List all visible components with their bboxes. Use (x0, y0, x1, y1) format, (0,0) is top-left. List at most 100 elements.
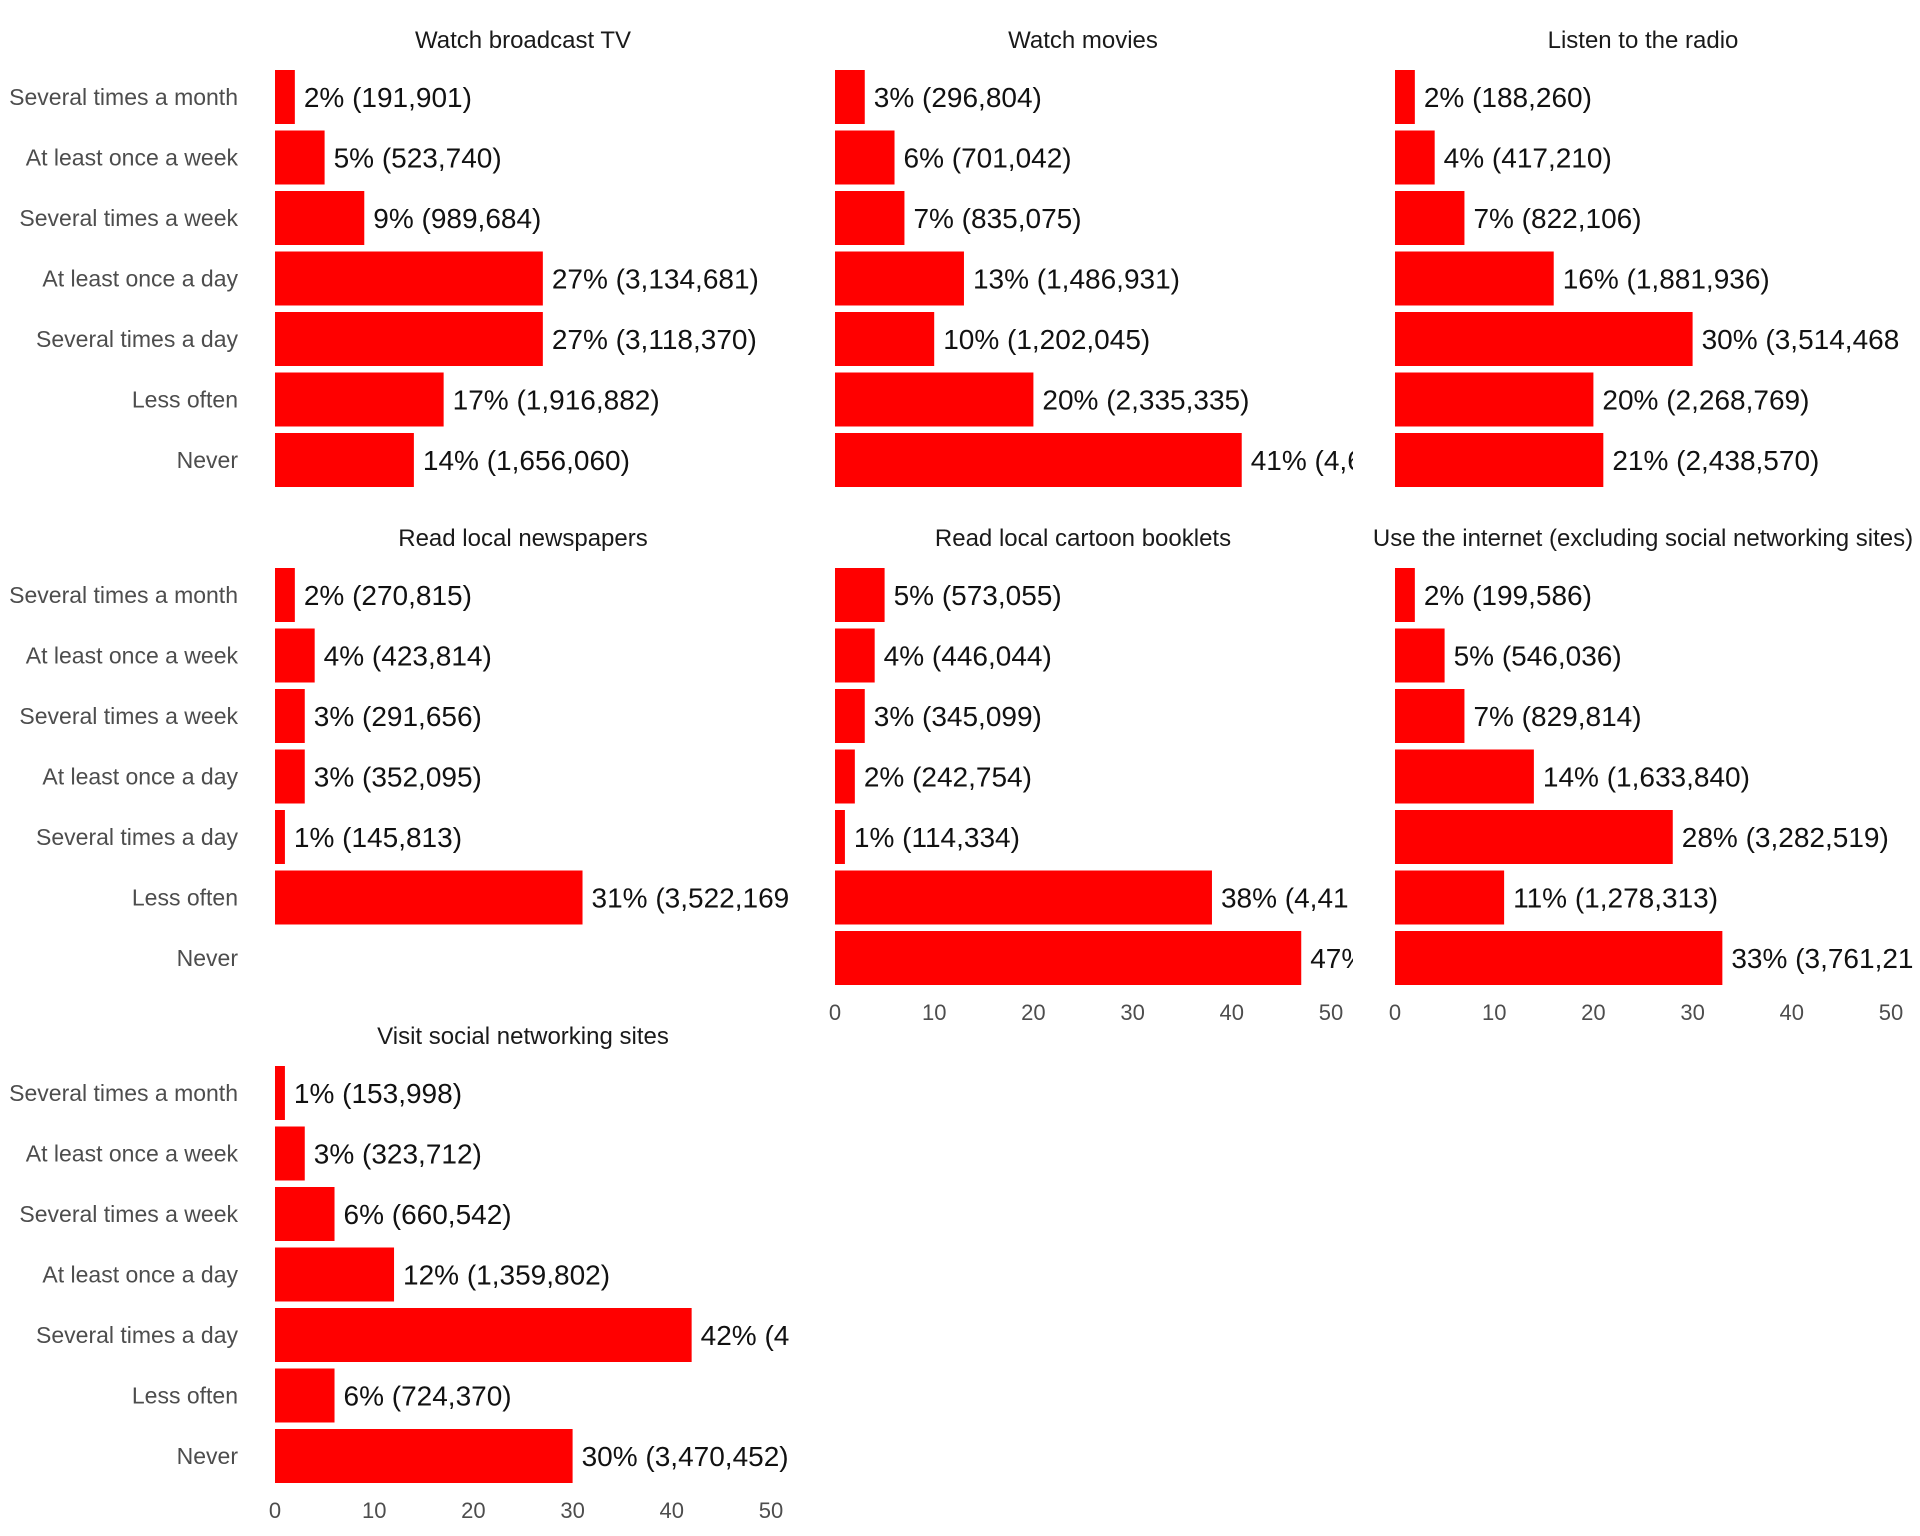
bar (275, 1368, 335, 1423)
bar (1395, 433, 1604, 487)
bar (835, 931, 1302, 985)
category-label: Several times a week (19, 703, 238, 729)
data-label: 6% (660,542) (344, 1199, 512, 1230)
data-label: 21% (2,438,570) (1612, 445, 1819, 476)
data-label: 30% (3,470,452) (582, 1441, 789, 1472)
bar (1395, 251, 1554, 306)
bar (1395, 191, 1465, 245)
x-tick-label: 10 (1482, 1000, 1506, 1025)
panel-title: Watch broadcast TV (415, 27, 631, 54)
x-tick-label: 40 (660, 1498, 684, 1523)
panel-title: Visit social networking sites (377, 1023, 669, 1050)
data-label: 27% (3,118,370) (552, 324, 757, 355)
bar (1395, 372, 1594, 427)
bar (275, 1429, 573, 1483)
bar (275, 1247, 395, 1302)
category-label: Several times a month (9, 84, 238, 110)
bar (1395, 689, 1465, 743)
data-label: 20% (2,268,769) (1602, 385, 1809, 416)
category-label: Less often (132, 885, 238, 911)
x-tick-label: 20 (1581, 1000, 1605, 1025)
data-label: 42% (4 (701, 1320, 790, 1351)
data-label: 9% (989,684) (373, 203, 541, 234)
data-label: 4% (446,044) (884, 641, 1052, 672)
data-label: 3% (291,656) (314, 701, 482, 732)
panel-title: Read local cartoon booklets (935, 525, 1231, 552)
bar (1395, 870, 1505, 925)
category-label: At least once a day (42, 1262, 238, 1288)
category-label: Never (177, 1443, 239, 1469)
bar (835, 70, 865, 124)
bar (835, 130, 895, 185)
bar (275, 870, 583, 925)
data-label: 2% (199,586) (1424, 580, 1592, 611)
x-tick-label: 50 (1319, 1000, 1343, 1025)
category-label: At least once a week (26, 145, 239, 171)
data-label: 1% (145,813) (294, 822, 462, 853)
data-label: 3% (352,095) (314, 762, 482, 793)
data-label: 5% (546,036) (1454, 641, 1622, 672)
bar (1395, 312, 1693, 366)
panel-3: Listen to the radio 2% (188,260) 4% (417,2… (1395, 27, 1899, 487)
x-tick-label: 20 (1021, 1000, 1045, 1025)
panel-5: Read local cartoon booklets 5% (573,055) 4… (829, 525, 1366, 1025)
data-label: 7% (829,814) (1473, 701, 1641, 732)
bar (1395, 749, 1534, 804)
bar (275, 749, 305, 804)
category-label: At least once a week (26, 1141, 239, 1167)
panel-title: Read local newspapers (398, 525, 647, 552)
data-label: 41% (4,6 (1251, 445, 1363, 476)
data-label: 13% (1,486,931) (973, 264, 1180, 295)
bar (275, 568, 295, 622)
panel-2: Watch movies 3% (296,804) 6% (701,042) 7% (… (835, 27, 1363, 487)
bar (275, 70, 295, 124)
bar (1395, 628, 1445, 683)
bar (275, 689, 305, 743)
data-label: 7% (835,075) (913, 203, 1081, 234)
bar (275, 810, 285, 864)
bar (275, 628, 315, 683)
data-label: 6% (724,370) (344, 1381, 512, 1412)
bar (1395, 70, 1415, 124)
data-label: 3% (323,712) (314, 1139, 482, 1170)
data-label: 16% (1,881,936) (1563, 264, 1770, 295)
panel-4: Read local newspapers Several times a mon… (9, 525, 789, 971)
bar (835, 251, 964, 306)
category-label: At least once a week (26, 643, 239, 669)
panel-1: Watch broadcast TV Several times a month A… (9, 27, 759, 487)
x-tick-label: 0 (829, 1000, 841, 1025)
bar (835, 628, 875, 683)
data-label: 38% (4,41 (1221, 883, 1349, 914)
bar (835, 191, 905, 245)
data-label: 3% (345,099) (874, 701, 1042, 732)
data-label: 47% (1310, 943, 1366, 974)
x-tick-label: 10 (362, 1498, 386, 1523)
bar (835, 568, 885, 622)
data-label: 31% (3,522,169 (592, 883, 790, 914)
data-label: 7% (822,106) (1473, 203, 1641, 234)
bar (275, 1187, 335, 1241)
category-label: Less often (132, 1383, 238, 1409)
x-tick-label: 40 (1220, 1000, 1244, 1025)
data-label: 2% (188,260) (1424, 82, 1592, 113)
bar (1395, 931, 1723, 985)
data-label: 6% (701,042) (904, 143, 1072, 174)
data-label: 28% (3,282,519) (1682, 822, 1889, 853)
x-tick-label: 30 (560, 1498, 584, 1523)
bar (275, 130, 325, 185)
data-label: 17% (1,916,882) (453, 385, 660, 416)
bar (835, 689, 865, 743)
data-label: 4% (423,814) (324, 641, 492, 672)
panel-6: Use the internet (excluding social netwo… (1373, 525, 1913, 1025)
bar (275, 372, 444, 427)
category-label: Several times a month (9, 582, 238, 608)
category-label: At least once a day (42, 764, 238, 790)
bar (835, 372, 1034, 427)
x-tick-label: 30 (1120, 1000, 1144, 1025)
bar (1395, 568, 1415, 622)
bar (275, 1308, 692, 1362)
bar (275, 251, 543, 306)
category-label: Several times a day (36, 1322, 238, 1348)
panel-title: Watch movies (1008, 27, 1158, 54)
